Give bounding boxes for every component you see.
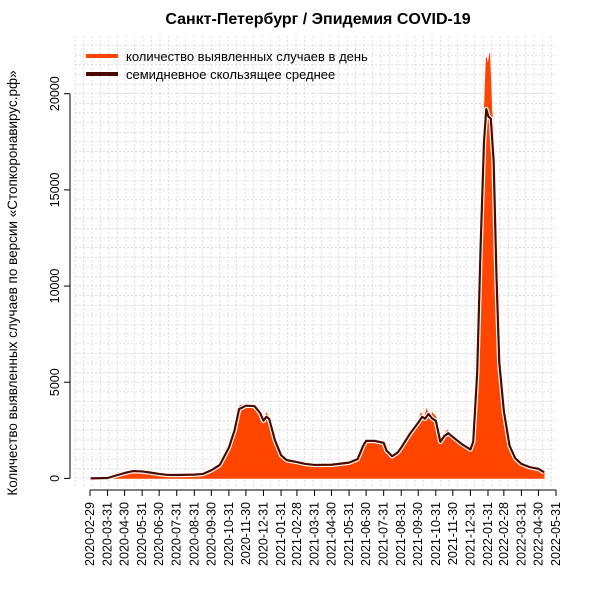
chart-title: Санкт-Петербург / Эпидемия COVID-19 bbox=[165, 11, 470, 28]
x-tick-label: 2022-05-31 bbox=[549, 502, 563, 566]
x-tick-label: 2020-06-30 bbox=[152, 502, 166, 566]
x-tick-label: 2020-05-31 bbox=[135, 502, 149, 566]
plot-area bbox=[90, 53, 546, 481]
x-tick-label: 2020-09-30 bbox=[204, 502, 218, 566]
x-tick-label: 2021-04-30 bbox=[325, 502, 339, 566]
moving-average-line bbox=[90, 107, 545, 480]
x-tick-label: 2020-03-31 bbox=[101, 502, 115, 566]
axes: 0 5000 10000 15000 20000 2020-02-29 2020-03-31… bbox=[48, 76, 563, 566]
x-tick-label: 2020-08-31 bbox=[187, 502, 201, 566]
legend-label-average: семидневное скользящее среднее bbox=[126, 67, 335, 82]
y-tick-label: 20000 bbox=[48, 76, 62, 111]
x-tick-label: 2022-04-30 bbox=[531, 502, 545, 566]
x-tick-label: 2021-01-31 bbox=[274, 502, 288, 566]
x-tick-label: 2020-11-30 bbox=[239, 502, 253, 565]
x-tick-label: 2021-02-28 bbox=[290, 502, 304, 566]
legend: количество выявленных случаев в день сем… bbox=[86, 49, 368, 82]
x-tick-label: 2021-03-31 bbox=[308, 502, 322, 566]
x-tick-label: 2021-09-30 bbox=[411, 502, 425, 566]
x-tick-label: 2020-07-31 bbox=[170, 502, 184, 566]
x-tick-label: 2021-07-31 bbox=[377, 502, 391, 566]
y-axis-label: Количество выявленных случаев по версии … bbox=[5, 70, 20, 495]
x-tick-label: 2020-10-31 bbox=[222, 502, 236, 566]
x-tick-label: 2022-02-28 bbox=[497, 502, 511, 566]
y-tick-label: 0 bbox=[48, 475, 62, 482]
y-tick-label: 15000 bbox=[48, 172, 62, 207]
x-tick-label: 2021-06-30 bbox=[359, 502, 373, 566]
x-tick-label: 2021-08-31 bbox=[394, 502, 408, 566]
y-tick-label: 10000 bbox=[48, 269, 62, 304]
x-tick-label: 2020-04-30 bbox=[118, 502, 132, 566]
y-tick-label: 5000 bbox=[48, 368, 62, 396]
x-tick-label: 2021-05-31 bbox=[342, 502, 356, 566]
x-tick-label: 2021-12-31 bbox=[463, 502, 477, 566]
x-tick-label: 2020-02-29 bbox=[83, 502, 97, 566]
x-tick-label: 2021-11-30 bbox=[446, 502, 460, 565]
x-tick-label: 2021-10-31 bbox=[429, 502, 443, 566]
x-tick-label: 2022-03-31 bbox=[514, 502, 528, 566]
legend-label-daily: количество выявленных случаев в день bbox=[126, 49, 368, 64]
grid bbox=[74, 36, 556, 488]
x-tick-label: 2022-01-31 bbox=[481, 502, 495, 566]
x-tick-label: 2020-12-31 bbox=[257, 502, 271, 566]
